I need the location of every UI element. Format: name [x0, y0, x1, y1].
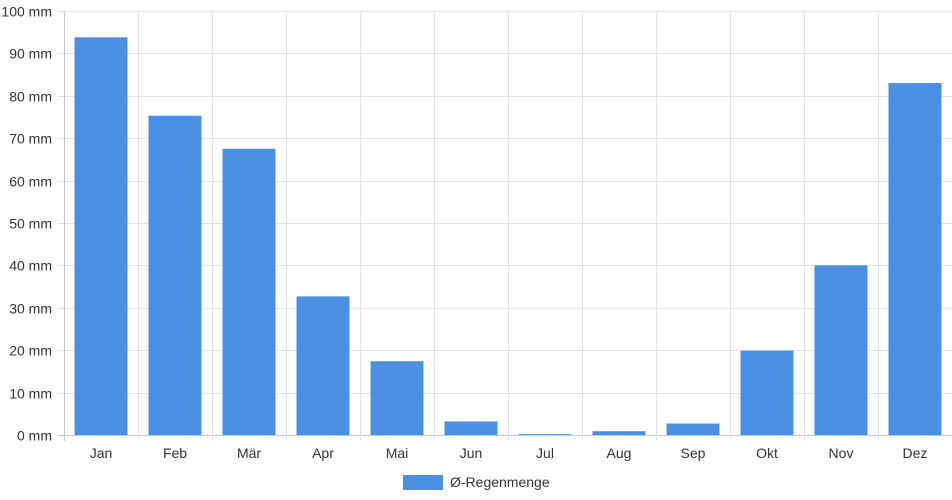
- bar-feb[interactable]: [148, 115, 202, 435]
- x-tick-label: Apr: [312, 445, 334, 461]
- legend[interactable]: Ø-Regenmenge: [403, 474, 550, 490]
- bar-apr[interactable]: [296, 296, 350, 435]
- x-tick-label: Jan: [90, 445, 113, 461]
- bar-nov[interactable]: [814, 265, 868, 435]
- y-tick-label: 70 mm: [9, 131, 52, 147]
- y-tick-label: 0 mm: [17, 428, 52, 444]
- bar-dez[interactable]: [888, 83, 942, 435]
- x-tick-label: Mär: [237, 445, 261, 461]
- y-tick-label: 10 mm: [9, 386, 52, 402]
- x-tick-label: Jul: [536, 445, 554, 461]
- y-axis-ticks: 0 mm 10 mm 20 mm 30 mm 40 mm 50 mm 60 mm 70 mm 8…: [1, 4, 52, 444]
- grid: [58, 11, 952, 441]
- bar-sep[interactable]: [666, 423, 720, 435]
- x-tick-label: Dez: [903, 445, 928, 461]
- y-tick-label: 60 mm: [9, 174, 52, 190]
- legend-label: Ø-Regenmenge: [450, 474, 550, 490]
- x-tick-label: Mai: [386, 445, 409, 461]
- y-tick-label: 40 mm: [9, 258, 52, 274]
- y-tick-label: 50 mm: [9, 216, 52, 232]
- bar-jan[interactable]: [74, 37, 128, 436]
- bar-okt[interactable]: [740, 350, 794, 435]
- x-tick-label: Feb: [163, 445, 187, 461]
- x-tick-label: Aug: [607, 445, 632, 461]
- y-tick-label: 90 mm: [9, 46, 52, 62]
- bars: [74, 37, 942, 436]
- bar-mär[interactable]: [222, 148, 276, 436]
- y-tick-label: 30 mm: [9, 301, 52, 317]
- x-tick-label: Jun: [460, 445, 483, 461]
- x-tick-label: Okt: [756, 445, 778, 461]
- legend-swatch: [403, 475, 443, 490]
- bar-jun[interactable]: [444, 421, 498, 435]
- x-tick-label: Nov: [829, 445, 854, 461]
- y-tick-label: 80 mm: [9, 89, 52, 105]
- x-axis-ticks: Jan Feb Mär Apr Mai Jun Jul Aug Sep Okt Nov Dez: [90, 445, 928, 461]
- y-tick-label: 20 mm: [9, 343, 52, 359]
- bar-jul[interactable]: [518, 434, 572, 435]
- x-tick-label: Sep: [681, 445, 706, 461]
- y-tick-label: 100 mm: [1, 4, 52, 20]
- bar-aug[interactable]: [592, 431, 646, 435]
- bar-mai[interactable]: [370, 361, 424, 435]
